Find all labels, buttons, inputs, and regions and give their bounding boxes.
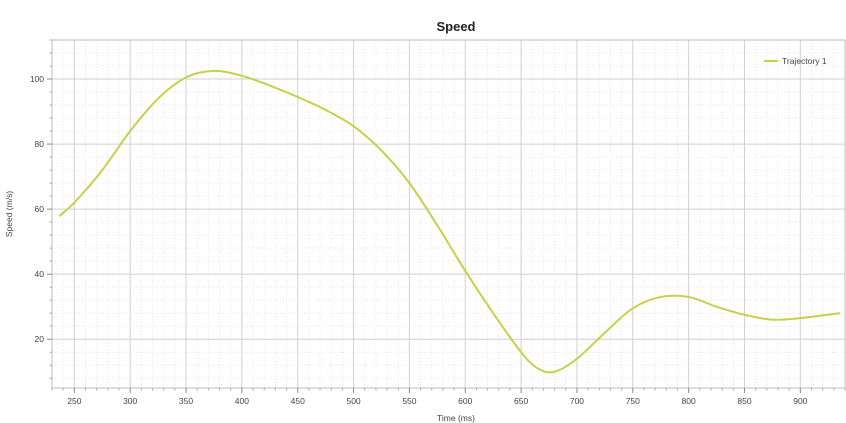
x-tick-label: 600 [458, 396, 472, 406]
x-axis-label: Time (ms) [437, 413, 475, 423]
y-tick-label: 80 [35, 139, 45, 149]
x-tick-label: 400 [235, 396, 249, 406]
x-tick-label: 750 [626, 396, 640, 406]
y-tick-label: 20 [35, 334, 45, 344]
x-tick-label: 450 [291, 396, 305, 406]
x-tick-label: 500 [346, 396, 360, 406]
x-tick-label: 900 [793, 396, 807, 406]
y-axis-label: Speed (m/s) [4, 191, 14, 237]
chart-title: Speed [436, 19, 475, 34]
legend: Trajectory 1 [764, 56, 827, 66]
x-tick-label: 800 [682, 396, 696, 406]
x-tick-label: 650 [514, 396, 528, 406]
x-tick-label: 550 [402, 396, 416, 406]
plot-area [52, 40, 845, 388]
legend-label-trajectory-1: Trajectory 1 [782, 56, 827, 66]
x-tick-label: 250 [67, 396, 81, 406]
x-tick-label: 700 [570, 396, 584, 406]
x-tick-label: 850 [737, 396, 751, 406]
plot-frame [51, 39, 846, 389]
x-tick-label: 350 [179, 396, 193, 406]
y-axis: 20 40 60 80 100 [30, 39, 52, 379]
x-axis: 250 300 350 400 450 500 550 600 650 700 750 800 850 9… [51, 388, 846, 406]
series-line-trajectory-1 [58, 69, 841, 374]
y-tick-label: 40 [35, 269, 45, 279]
x-tick-label: 300 [123, 396, 137, 406]
y-tick-label: 60 [35, 204, 45, 214]
y-tick-label: 100 [30, 74, 44, 84]
series-layer [58, 69, 841, 374]
